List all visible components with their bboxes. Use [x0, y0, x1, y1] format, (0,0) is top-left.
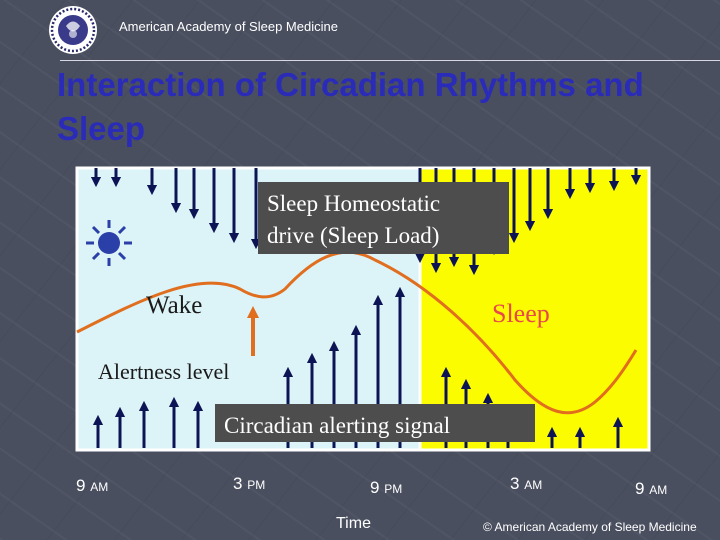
time-tick-1: 9 AM — [76, 476, 109, 495]
time-tick-5: 9 AM — [635, 479, 668, 498]
slide-title: Interaction of Circadian Rhythms and Sle… — [57, 66, 644, 147]
time-tick-4: 3 AM — [510, 474, 543, 493]
alertness-curve — [76, 250, 638, 415]
homeostatic-label-line2: drive (Sleep Load) — [267, 223, 439, 248]
time-tick-3: 9 PM — [370, 478, 403, 497]
time-axis-title: Time — [336, 515, 371, 532]
copyright-footer: © American Academy of Sleep Medicine — [483, 520, 697, 534]
alertness-label: Alertness level — [98, 359, 229, 384]
aasm-logo — [49, 6, 97, 54]
homeostatic-label-box — [258, 182, 509, 254]
homeostatic-label-line1: Sleep Homeostatic — [267, 191, 440, 216]
circadian-label: Circadian alerting signal — [224, 413, 450, 438]
sleep-label: Sleep — [492, 299, 550, 328]
time-tick-2: 3 PM — [233, 474, 266, 493]
wake-label: Wake — [146, 292, 202, 319]
organization-header: American Academy of Sleep Medicine — [119, 19, 338, 34]
header-divider — [60, 60, 720, 61]
sun-icon — [86, 220, 132, 266]
circadian-label-box — [215, 404, 535, 442]
